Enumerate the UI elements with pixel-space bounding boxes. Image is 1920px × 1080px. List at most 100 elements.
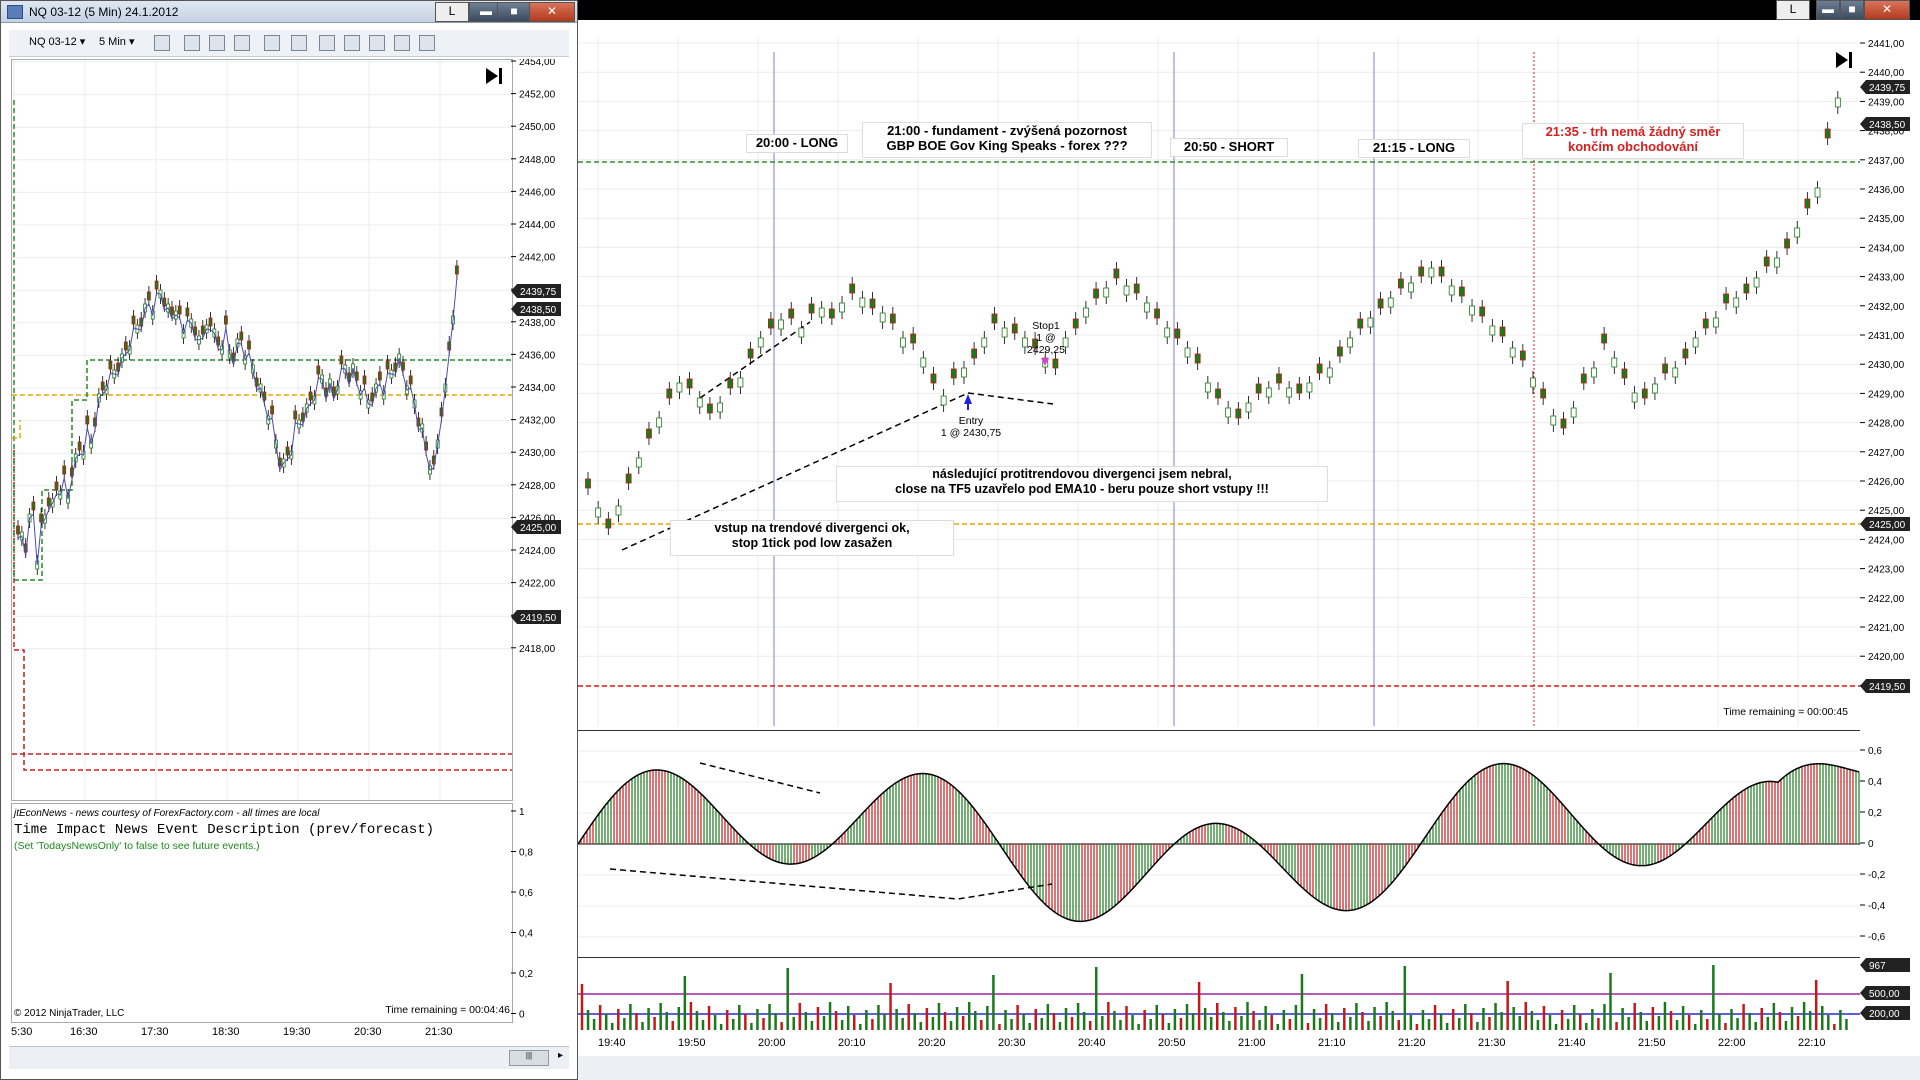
right-x-tick: 20:40	[1078, 1037, 1106, 1049]
right-close-button[interactable]: ✕	[1864, 0, 1910, 20]
left-scrollbar[interactable]: ||| ▸	[9, 1046, 569, 1069]
right-y-tick: 2421,00	[1868, 623, 1905, 634]
news-axis-tick: 0,2	[519, 969, 533, 980]
right-candles	[585, 91, 1841, 535]
right-y-tick: 2427,00	[1868, 448, 1905, 459]
right-x-tick: 21:50	[1638, 1037, 1666, 1049]
stop-arrow-icon	[1041, 358, 1049, 366]
close-button[interactable]: ✕	[529, 2, 575, 22]
right-x-tick: 20:10	[838, 1037, 866, 1049]
label-end-trading: 21:35 - trh nemá žádný směr končím obcho…	[1522, 123, 1744, 159]
stop-marker-line1: Stop1	[1032, 320, 1060, 332]
news-header: Time Impact News Event Description (prev…	[14, 822, 435, 838]
arrow-icon[interactable]	[234, 35, 250, 51]
news-axis-tick: 0,8	[519, 848, 533, 859]
link-button[interactable]: L	[435, 2, 469, 22]
right-x-tick: 20:50	[1158, 1037, 1186, 1049]
divergence-line2: close na TF5 uzavřelo pod EMA10 - beru p…	[895, 482, 1269, 496]
right-link-button[interactable]: L	[1776, 0, 1810, 20]
right-y-tick: 2434,00	[1868, 243, 1905, 254]
left-y-tick: 2432,00	[519, 416, 556, 427]
left-price-marker: 2425,00	[520, 523, 557, 534]
properties-icon[interactable]	[369, 35, 385, 51]
left-y-tick: 2434,00	[519, 383, 556, 394]
news-axis: 1 0,8 0,6 0,4 0,2 0	[511, 807, 533, 1021]
chart-toolbar: NQ 03-12 ▾ 5 Min ▾	[9, 30, 569, 57]
osc-tick: -0,2	[1868, 870, 1886, 881]
left-y-tick: 2422,00	[519, 579, 556, 590]
data-box-icon[interactable]	[394, 35, 410, 51]
left-candles	[16, 260, 459, 575]
left-time-axis: 5:30 16:30 17:30 18:30 19:30 20:30 21:30	[11, 1026, 453, 1038]
bar-type-icon[interactable]	[154, 35, 170, 51]
news-source: jtEconNews - news courtesy of ForexFacto…	[14, 808, 320, 819]
indicator-icon[interactable]	[319, 35, 335, 51]
right-minimize-button[interactable]: ▬	[1816, 0, 1840, 20]
right-y-tick: 2422,00	[1868, 594, 1905, 605]
left-price-chart[interactable]	[11, 59, 513, 801]
right-price-marker: 2419,50	[1869, 682, 1906, 693]
right-scrollbar[interactable]	[578, 1056, 1920, 1080]
oscillator-axis: 0,6 0,4 0,2 0 -0,2 -0,4 -0,6	[1860, 746, 1886, 943]
right-x-tick: 21:40	[1558, 1037, 1586, 1049]
right-price-marker: 2439,75	[1869, 83, 1906, 94]
right-title-bar[interactable]: L ▬ ■ ✕	[578, 0, 1920, 20]
left-x-tick: 21:30	[425, 1026, 453, 1038]
osc-tick: 0,4	[1868, 777, 1882, 788]
entry-marker-label: Entry 1 @ 2430,75	[938, 415, 1004, 439]
left-y-tick: 2442,00	[519, 253, 556, 264]
right-x-tick: 21:30	[1478, 1037, 1506, 1049]
right-y-tick: 2426,00	[1868, 477, 1905, 488]
label-fundament-line1: 21:00 - fundament - zvýšená pozornost	[887, 123, 1127, 138]
right-price-chart[interactable]	[578, 38, 1860, 726]
right-chart-window: L ▬ ■ ✕ 2441,00 2440,00 2439,00 2438,00 2437…	[578, 0, 1920, 1080]
entry-marker-line1: Entry	[958, 415, 984, 427]
scroll-right-icon[interactable]: ▸	[557, 1050, 563, 1061]
strategy-icon[interactable]	[344, 35, 360, 51]
right-price-marker: 2425,00	[1869, 520, 1906, 531]
right-y-tick: 2430,00	[1868, 360, 1905, 371]
scroll-thumb[interactable]: |||	[509, 1050, 549, 1066]
right-price-marker: 2438,50	[1869, 120, 1906, 131]
left-y-tick: 2454,00	[519, 59, 556, 68]
right-y-tick: 2436,00	[1868, 185, 1905, 196]
left-y-tick: 2452,00	[519, 90, 556, 101]
volume-marker: 500,00	[1869, 989, 1900, 1000]
left-price-marker: 2419,50	[520, 613, 557, 624]
zoom-icon[interactable]	[291, 35, 307, 51]
entry-note-line1: vstup na trendové divergenci ok,	[714, 521, 910, 535]
go-to-end-icon[interactable]	[486, 68, 502, 84]
right-x-tick: 21:10	[1318, 1037, 1346, 1049]
right-y-tick: 2433,00	[1868, 273, 1905, 284]
pencil-icon[interactable]	[184, 35, 200, 51]
maximize-button[interactable]: ■	[497, 2, 531, 22]
osc-tick: 0,6	[1868, 746, 1882, 757]
label-end-line2: končím obchodování	[1567, 139, 1698, 154]
window-icon[interactable]	[419, 35, 435, 51]
osc-line	[578, 762, 1860, 923]
left-x-tick: 20:30	[354, 1026, 382, 1038]
right-y-tick: 2420,00	[1868, 652, 1905, 663]
trend-line-high	[699, 321, 811, 399]
news-axis-tick: 0,6	[519, 888, 533, 899]
news-note: (Set 'TodaysNewsOnly' to false to see fu…	[14, 840, 260, 852]
stop-marker-label: Stop1 1 @ 2429,25	[1016, 320, 1076, 356]
left-price-marker: 2438,50	[520, 305, 557, 316]
right-go-to-end-icon[interactable]	[1836, 52, 1852, 68]
right-maximize-button[interactable]: ■	[1840, 0, 1864, 20]
interval-selector[interactable]: 5 Min ▾	[99, 36, 135, 48]
instrument-selector[interactable]: NQ 03-12 ▾	[29, 36, 86, 48]
left-x-tick: 18:30	[212, 1026, 240, 1038]
right-x-tick: 22:10	[1798, 1037, 1826, 1049]
crosshair-icon[interactable]	[264, 35, 280, 51]
left-title-bar[interactable]: NQ 03-12 (5 Min) 24.1.2012 L ▬ ■ ✕	[1, 1, 577, 23]
label-divergence-note: následující protitrendovou divergenci js…	[836, 466, 1328, 502]
left-x-tick: 19:30	[283, 1026, 311, 1038]
label-short-2050: 20:50 - SHORT	[1170, 138, 1288, 157]
left-y-tick: 2448,00	[519, 155, 556, 166]
pin-icon[interactable]	[209, 35, 225, 51]
oscillator-panel	[578, 730, 1860, 938]
left-y-tick: 2418,00	[519, 644, 556, 655]
time-remaining: Time remaining = 00:04:46	[385, 1004, 510, 1016]
right-y-tick: 2423,00	[1868, 565, 1905, 576]
